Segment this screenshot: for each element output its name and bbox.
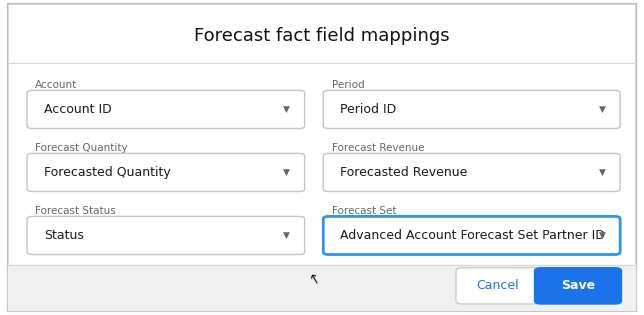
- Text: Forecast Set: Forecast Set: [332, 206, 396, 216]
- Text: Save: Save: [561, 279, 595, 292]
- Text: ▼: ▼: [599, 231, 605, 240]
- Text: ▼: ▼: [599, 105, 605, 114]
- Text: ▼: ▼: [283, 105, 290, 114]
- Text: Status: Status: [44, 229, 84, 242]
- Text: Cancel: Cancel: [476, 279, 518, 292]
- FancyBboxPatch shape: [8, 265, 636, 311]
- FancyBboxPatch shape: [8, 4, 636, 311]
- Text: Forecast Status: Forecast Status: [35, 206, 116, 216]
- Text: Forecast Quantity: Forecast Quantity: [35, 143, 128, 153]
- FancyBboxPatch shape: [535, 268, 621, 304]
- Text: Account ID: Account ID: [44, 103, 111, 116]
- FancyBboxPatch shape: [456, 268, 538, 304]
- Text: Forecasted Revenue: Forecasted Revenue: [340, 166, 468, 179]
- FancyBboxPatch shape: [27, 216, 305, 255]
- FancyBboxPatch shape: [323, 216, 620, 255]
- FancyBboxPatch shape: [27, 153, 305, 192]
- FancyBboxPatch shape: [27, 90, 305, 129]
- Text: Advanced Account Forecast Set Partner ID: Advanced Account Forecast Set Partner ID: [340, 229, 605, 242]
- Text: ▼: ▼: [283, 231, 290, 240]
- Text: Forecasted Quantity: Forecasted Quantity: [44, 166, 171, 179]
- FancyBboxPatch shape: [323, 90, 620, 129]
- Text: ▼: ▼: [599, 168, 605, 177]
- Text: Forecast Revenue: Forecast Revenue: [332, 143, 424, 153]
- Text: Account: Account: [35, 80, 78, 90]
- Text: Forecast fact field mappings: Forecast fact field mappings: [194, 27, 450, 45]
- Text: Period ID: Period ID: [340, 103, 396, 116]
- Text: Period: Period: [332, 80, 365, 90]
- Text: ↖: ↖: [306, 271, 321, 287]
- Text: ▼: ▼: [283, 168, 290, 177]
- FancyBboxPatch shape: [323, 153, 620, 192]
